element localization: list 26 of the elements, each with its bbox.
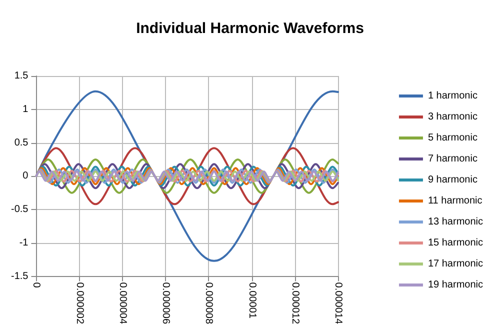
x-tick-label: 0.000006 xyxy=(160,282,172,324)
legend-label: 17 harmonic xyxy=(428,258,483,270)
y-tick-label: -1 xyxy=(19,237,29,248)
legend-label: 11 harmonic xyxy=(428,196,482,206)
y-tick-label: 0 xyxy=(22,170,29,182)
y-tick-label: -1.5 xyxy=(10,270,29,282)
x-tick-label: 0.000008 xyxy=(203,282,214,324)
y-tick-label: 1 xyxy=(22,104,29,115)
x-tick-label: 0.000014 xyxy=(332,282,344,324)
legend-label: 5 harmonic xyxy=(428,132,478,144)
x-tick-label: 0.00001 xyxy=(246,282,258,319)
legend-label: 7 harmonic xyxy=(428,154,478,164)
x-tick-label: 0.000012 xyxy=(289,282,300,324)
chart-title: Individual Harmonic Waveforms xyxy=(136,20,364,37)
legend-label: 9 harmonic xyxy=(428,174,478,186)
y-tick-label: 0.5 xyxy=(14,137,29,148)
legend-label: 3 harmonic xyxy=(428,112,478,122)
legend-label: 1 harmonic xyxy=(428,90,478,102)
legend-label: 19 harmonic xyxy=(428,280,483,290)
x-tick-label: 0 xyxy=(30,282,42,288)
legend-label: 13 harmonic xyxy=(428,216,483,228)
legend-label: 15 harmonic xyxy=(428,238,483,248)
y-tick-label: -0.5 xyxy=(10,204,29,216)
x-tick-label: 0.000004 xyxy=(116,282,128,324)
x-tick-label: 0.000002 xyxy=(74,282,85,324)
y-tick-label: 1.5 xyxy=(14,70,29,82)
